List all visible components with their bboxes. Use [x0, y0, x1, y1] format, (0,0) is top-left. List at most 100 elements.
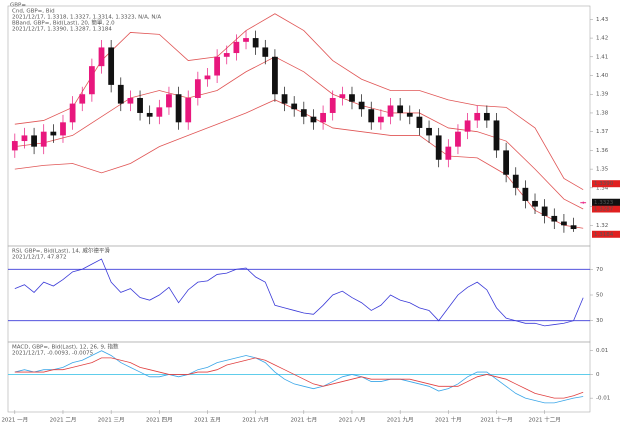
candle-body	[194, 79, 201, 98]
indicator-line	[14, 357, 584, 399]
candle-body	[166, 94, 172, 108]
candle-body	[455, 131, 461, 147]
candle-body	[272, 56, 278, 95]
price-tag	[592, 230, 620, 238]
candle-body	[532, 200, 538, 207]
candle-body	[339, 94, 346, 98]
candle-body	[262, 47, 269, 57]
x-tick-label: 2021 六月	[242, 416, 269, 424]
y-tick-label: 70	[596, 267, 603, 273]
candle-body	[580, 202, 587, 204]
candle-body	[137, 97, 143, 113]
legend-text: 2021/12/17, -0.0093, -0.0075	[12, 351, 94, 357]
candle-body	[426, 127, 432, 136]
x-tick-label: 2021 七月	[290, 416, 317, 424]
x-tick-label: 2021 四月	[146, 417, 173, 424]
x-tick-label: 2021 二月	[50, 417, 77, 424]
candle-body	[397, 105, 404, 113]
price-tag	[592, 205, 620, 213]
candle-body	[50, 131, 57, 136]
legend-text: MACD, GBP=, Bid(Last), 12, 26, 9, 指数	[12, 343, 119, 351]
candle-body	[551, 215, 558, 222]
candle-body	[281, 94, 288, 104]
candle-body	[11, 141, 18, 151]
x-tick-label: 2021 五月	[194, 417, 221, 424]
y-tick-label: 1.35	[596, 167, 609, 173]
candle-body	[31, 135, 37, 147]
x-tick-label: 2021 十二月	[529, 416, 561, 424]
price-tag-label: 1.3390	[594, 181, 614, 187]
y-tick-label: 0.01	[596, 348, 608, 354]
legend-text: 2021/12/17, 47.872	[12, 255, 66, 261]
candle-body	[243, 38, 249, 42]
candle-body	[368, 109, 375, 123]
indicator-line	[14, 350, 584, 404]
y-tick-label: 1.39	[596, 92, 609, 98]
y-tick-label: 1.38	[596, 110, 609, 116]
candle-body	[474, 112, 481, 121]
candle-body	[88, 66, 95, 95]
candle-body	[320, 112, 326, 123]
y-tick-label: 1.41	[596, 54, 608, 60]
candle-body	[291, 103, 298, 110]
candle-body	[464, 120, 471, 132]
candle-body	[69, 103, 76, 123]
panel-frame	[7, 341, 591, 413]
candle-body	[40, 131, 47, 147]
candle-body	[570, 225, 577, 230]
candle-body	[483, 112, 490, 121]
candle-body	[522, 187, 529, 201]
chart-title: GBP=	[10, 3, 26, 9]
candle-body	[300, 109, 307, 117]
x-tick-label: 2021 三月	[98, 417, 125, 424]
x-tick-label: 2021 九月	[387, 416, 414, 424]
candle-body	[406, 112, 413, 117]
x-tick-label: 2021 十一月	[480, 416, 512, 424]
candle-body	[503, 150, 510, 175]
candle-body	[377, 116, 384, 123]
candle-body	[493, 120, 500, 151]
candle-body	[108, 47, 115, 85]
price-tag	[592, 180, 620, 188]
candle-body	[561, 221, 567, 226]
indicator-line	[14, 258, 584, 327]
legend-text: Cnd, GBP=, Bid	[12, 9, 55, 15]
y-tick-label: 50	[596, 293, 603, 299]
candle-body	[21, 135, 28, 142]
y-tick-label: 1.36	[596, 148, 609, 154]
candle-body	[79, 94, 86, 104]
legend-text: 2021/12/17, 1.3390, 1.3287, 1.3184	[12, 27, 112, 33]
y-tick-label: 1.43	[596, 17, 609, 23]
x-tick-label: 2021 一月	[1, 417, 28, 424]
candle-body	[233, 41, 240, 54]
candle-body	[387, 105, 394, 117]
candle-body	[445, 146, 452, 160]
y-tick-label: 1.37	[596, 129, 609, 135]
candle-body	[252, 38, 259, 48]
legend-text: 2021/12/17, 1.3318, 1.3327, 1.3314, 1.33…	[12, 15, 161, 21]
candle-body	[223, 53, 230, 57]
candle-body	[349, 94, 355, 102]
candle-body	[204, 75, 211, 80]
candle-body	[117, 84, 124, 104]
candle-body	[60, 122, 66, 136]
legend-text: RSI, GBP=, Bid(Last), 14, 威尔德平滑	[12, 247, 110, 255]
candle-body	[541, 206, 548, 216]
x-tick-label: 2021 八月	[339, 417, 366, 424]
candle-body	[127, 97, 134, 104]
candle-body	[214, 56, 221, 76]
price-tag	[592, 198, 620, 206]
candle-body	[175, 94, 182, 123]
y-tick-label: 1.32	[596, 223, 608, 229]
candle-body	[512, 174, 519, 188]
x-tick-label: 2021 十月	[435, 416, 462, 424]
price-tag-label: 1.3323	[594, 200, 614, 206]
candle-body	[310, 116, 317, 123]
candle-body	[435, 135, 442, 160]
candle-body	[329, 97, 336, 113]
price-tag-label: 1.3287	[594, 206, 614, 212]
legend-text: BBand, GBP=, Bid(Last), 20, 簡單, 2.0	[12, 19, 115, 27]
y-tick-label: 1.34	[596, 185, 609, 191]
